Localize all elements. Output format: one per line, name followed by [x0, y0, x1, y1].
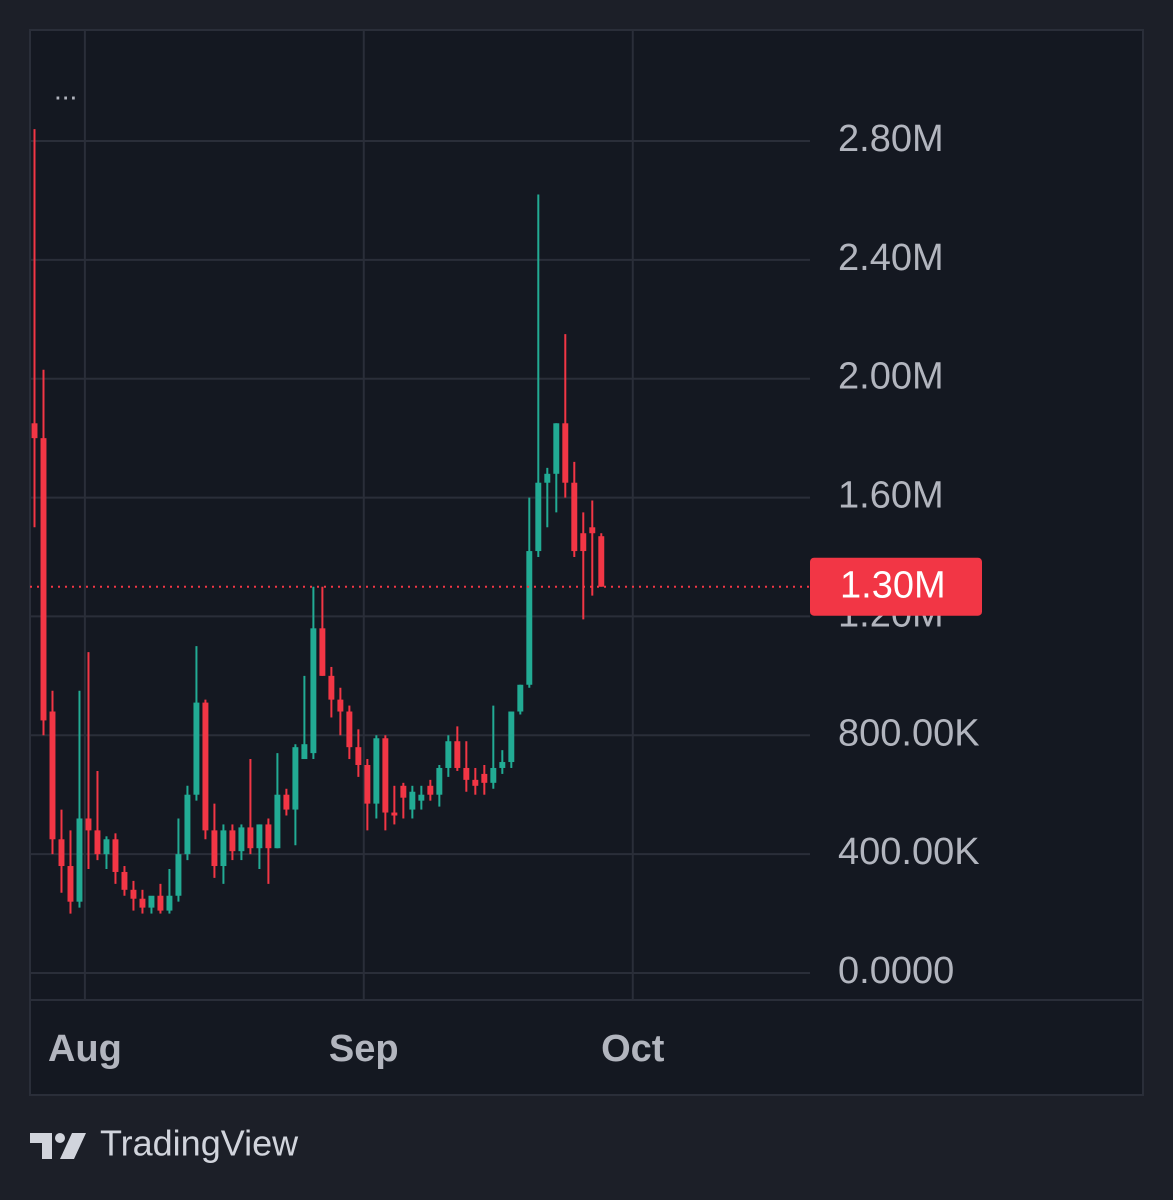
candle-body [517, 684, 524, 712]
candle-body [463, 767, 470, 780]
y-tick-label: 400.00K [838, 831, 980, 873]
candle-body [373, 738, 380, 804]
x-tick-label: Aug [48, 1028, 122, 1070]
candle-body [67, 866, 74, 902]
candle-body [319, 628, 326, 676]
candle-body [454, 741, 461, 768]
candle-body [139, 898, 146, 908]
candle-body [274, 794, 281, 849]
candle-body [445, 741, 452, 768]
candle-body [418, 794, 425, 801]
candle-body [193, 702, 200, 795]
candle-body [562, 423, 569, 483]
candle-body [202, 702, 209, 831]
candle-body [292, 747, 299, 810]
candle-body [40, 438, 47, 721]
candle-body [544, 473, 551, 483]
candle-body [157, 895, 164, 911]
candle-body [148, 895, 155, 908]
candle-body [382, 738, 389, 813]
candle-body [472, 779, 479, 786]
candle-body [211, 830, 218, 867]
y-tick-label: 0.0000 [838, 950, 954, 992]
candle-body [589, 527, 596, 534]
candle-body [175, 854, 182, 896]
candle-body [184, 794, 191, 855]
candle-body [580, 533, 587, 552]
logo [30, 1133, 86, 1159]
candle-body [535, 482, 542, 552]
candle-body [391, 812, 398, 816]
y-tick-label: 2.00M [838, 356, 944, 398]
candle-body [346, 711, 353, 748]
logo-mark [60, 1133, 86, 1159]
x-tick-label: Oct [601, 1028, 665, 1070]
candle-body [598, 536, 605, 587]
candle-body [166, 895, 173, 911]
candle-body [130, 889, 137, 899]
logo-mark [30, 1133, 52, 1159]
candle-body [409, 791, 416, 810]
x-tick-label: Sep [329, 1028, 399, 1070]
last-price-badge [810, 557, 982, 616]
candle-body [499, 762, 506, 768]
candle-body [76, 818, 83, 902]
candle-body [256, 824, 263, 849]
candle-body [31, 423, 38, 439]
y-tick-label: 2.40M [838, 237, 944, 279]
last-price-label: 1.30M [840, 565, 946, 607]
candle-body [229, 830, 236, 852]
candle-body [58, 839, 65, 867]
candle-body [526, 551, 533, 685]
candle-body [310, 628, 317, 754]
candle-body [436, 767, 443, 795]
candle-body [400, 785, 407, 798]
candle-body [121, 871, 128, 890]
candle-body [94, 830, 101, 855]
candle-body [427, 785, 434, 795]
candle-body [283, 794, 290, 810]
candle-body [49, 711, 56, 840]
y-tick-label: 1.60M [838, 475, 944, 517]
candle-body [571, 482, 578, 552]
candle-body [553, 423, 560, 474]
candle-body [364, 765, 371, 804]
candle-body [85, 818, 92, 831]
menu-dots[interactable]: ... [54, 74, 77, 105]
candle-body [490, 767, 497, 783]
candle-body [337, 699, 344, 712]
candle-body [103, 839, 110, 855]
candle-body [238, 827, 245, 852]
logo-mark [55, 1133, 65, 1143]
candle-body [247, 827, 254, 849]
candle-body [112, 839, 119, 872]
y-tick-label: 800.00K [838, 712, 980, 754]
candle-body [508, 711, 515, 763]
candle-body [481, 773, 488, 783]
watermark: TradingView [100, 1123, 299, 1164]
candle-body [265, 824, 272, 849]
candle-body [220, 830, 227, 867]
candle-body [328, 675, 335, 700]
y-tick-label: 2.80M [838, 118, 944, 160]
candle-body [301, 744, 308, 760]
candle-body [355, 747, 362, 765]
